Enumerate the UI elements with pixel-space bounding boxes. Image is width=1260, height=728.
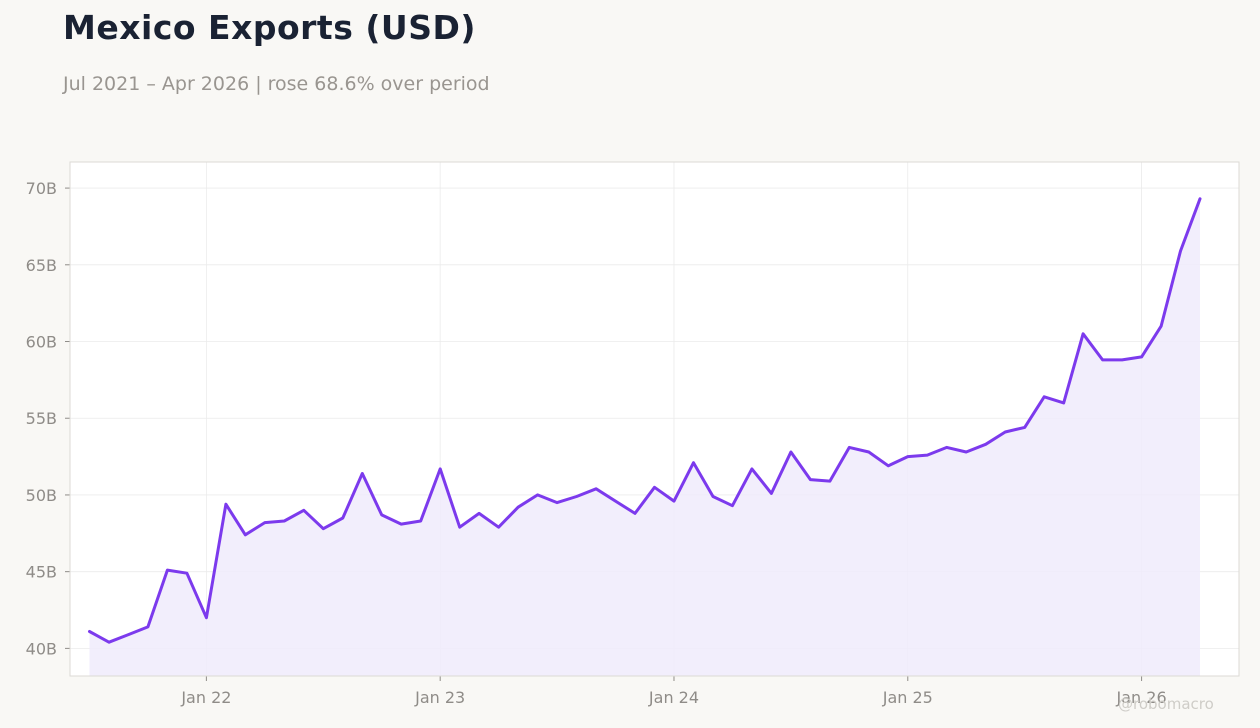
data-point: [497, 526, 499, 528]
data-point: [342, 517, 344, 519]
data-point: [673, 500, 675, 502]
y-tick-label: 60B: [26, 333, 57, 352]
data-point: [1101, 359, 1103, 361]
data-point: [692, 462, 694, 464]
y-tick-label: 50B: [26, 486, 57, 505]
data-point: [1004, 431, 1006, 433]
data-point: [575, 495, 577, 497]
data-point: [322, 528, 324, 530]
data-point: [536, 494, 538, 496]
data-point: [1160, 325, 1162, 327]
data-point: [1082, 333, 1084, 335]
data-point: [556, 501, 558, 503]
data-point: [303, 509, 305, 511]
data-point: [946, 446, 948, 448]
watermark: @robomacro: [1118, 695, 1214, 713]
data-point: [186, 572, 188, 574]
y-tick-label: 55B: [26, 409, 57, 428]
data-point: [400, 523, 402, 525]
data-point: [848, 446, 850, 448]
data-point: [1121, 359, 1123, 361]
data-point: [751, 468, 753, 470]
data-point: [1140, 356, 1142, 358]
data-point: [1023, 426, 1025, 428]
data-point: [381, 514, 383, 516]
data-point: [205, 616, 207, 618]
data-point: [147, 626, 149, 628]
data-point: [595, 488, 597, 490]
data-point: [108, 641, 110, 643]
data-point: [965, 451, 967, 453]
data-point: [361, 472, 363, 474]
x-tick-label: Jan 23: [414, 688, 465, 707]
data-point: [653, 486, 655, 488]
data-point: [790, 451, 792, 453]
data-point: [264, 521, 266, 523]
data-point: [926, 454, 928, 456]
data-point: [244, 534, 246, 536]
data-point: [634, 512, 636, 514]
data-point: [887, 465, 889, 467]
data-point: [614, 500, 616, 502]
x-tick-label: Jan 25: [882, 688, 933, 707]
data-point: [283, 520, 285, 522]
data-point: [907, 455, 909, 457]
data-point: [770, 492, 772, 494]
data-point: [809, 478, 811, 480]
data-point: [127, 633, 129, 635]
data-point: [1179, 250, 1181, 252]
data-point: [458, 526, 460, 528]
y-tick-label: 70B: [26, 179, 57, 198]
data-point: [712, 495, 714, 497]
data-point: [829, 480, 831, 482]
data-point: [731, 504, 733, 506]
data-point: [1043, 396, 1045, 398]
data-point: [517, 506, 519, 508]
data-point: [1199, 198, 1201, 200]
y-tick-label: 45B: [26, 563, 57, 582]
data-point: [88, 630, 90, 632]
data-point: [225, 503, 227, 505]
data-point: [420, 520, 422, 522]
data-point: [478, 512, 480, 514]
y-tick-label: 40B: [26, 639, 57, 658]
data-point: [985, 443, 987, 445]
x-tick-label: Jan 24: [648, 688, 699, 707]
data-point: [1062, 402, 1064, 404]
y-tick-label: 65B: [26, 256, 57, 275]
data-point: [439, 468, 441, 470]
data-point: [868, 451, 870, 453]
data-point: [166, 569, 168, 571]
x-tick-label: Jan 22: [180, 688, 231, 707]
